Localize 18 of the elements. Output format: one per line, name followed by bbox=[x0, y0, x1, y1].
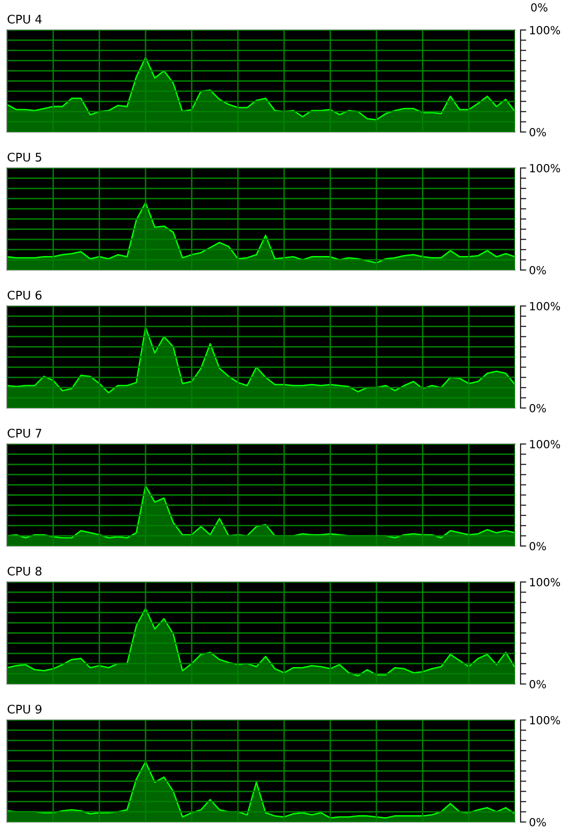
y-tick-label: 0% bbox=[530, 128, 546, 136]
y-tick-label: 100% bbox=[530, 164, 560, 172]
y-tick-label: 0% bbox=[530, 818, 546, 826]
y-tick-label: 100% bbox=[530, 716, 560, 724]
y-tick-label: 0% bbox=[530, 680, 546, 688]
chart-title: CPU 7 bbox=[8, 428, 42, 438]
chart-title: CPU 6 bbox=[8, 290, 42, 300]
y-tick-label: 0% bbox=[530, 542, 546, 550]
chart-title: CPU 5 bbox=[8, 152, 42, 162]
y-tick-label: 100% bbox=[530, 26, 560, 34]
y-tick-label: 0% bbox=[530, 266, 546, 274]
chart-title: CPU 4 bbox=[8, 14, 42, 24]
y-tick-label: 100% bbox=[530, 578, 560, 586]
chart-title: CPU 8 bbox=[8, 566, 42, 576]
y-tick-label: 100% bbox=[530, 440, 560, 448]
y-tick-label: 0% bbox=[530, 404, 546, 412]
y-tick-label: 100% bbox=[530, 302, 560, 310]
chart-title: CPU 9 bbox=[8, 704, 42, 714]
